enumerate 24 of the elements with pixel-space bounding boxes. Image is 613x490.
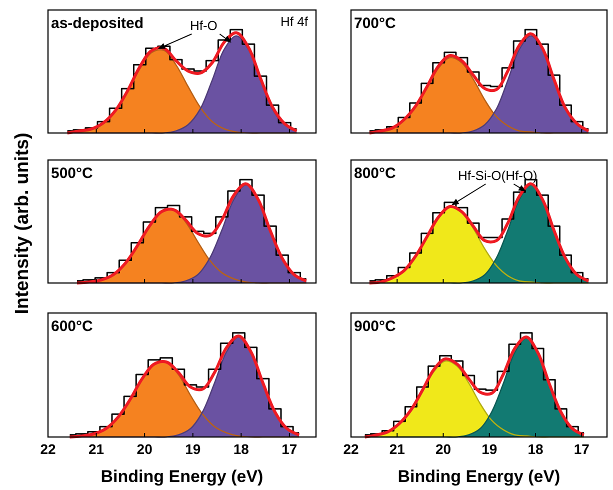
- x-tick-label: 19: [482, 441, 498, 457]
- chart-title: 800°C: [354, 165, 396, 182]
- annotation: Hf-O: [190, 18, 218, 33]
- x-tick-label: 21: [389, 441, 406, 457]
- chart-title: 600°C: [51, 318, 94, 335]
- x-tick-label: 22: [40, 441, 56, 457]
- chart-title: as-deposited: [51, 15, 144, 32]
- x-tick-label: 20: [136, 441, 153, 457]
- x-tick-label: 18: [233, 441, 250, 457]
- x-tick-label: 20: [435, 441, 452, 457]
- x-tick-label: 22: [343, 441, 359, 457]
- x-tick-label: 17: [574, 441, 590, 457]
- text: Hf 4f: [280, 14, 308, 29]
- x-tick-label: 18: [528, 441, 544, 457]
- x-tick-label: 21: [88, 441, 104, 457]
- annotation: Hf-Si-O(Hf-O): [458, 168, 538, 183]
- x-tick-label: 19: [185, 441, 201, 457]
- chart-title: 700°C: [354, 15, 396, 32]
- chart-title: 900°C: [354, 318, 396, 335]
- x-tick-label: 17: [282, 441, 298, 457]
- chart-title: 500°C: [51, 165, 94, 182]
- x-axis-title: Binding Energy (eV): [398, 467, 560, 486]
- x-axis-title: Binding Energy (eV): [100, 467, 264, 486]
- y-axis-title: Intensity (arb. units): [12, 132, 33, 314]
